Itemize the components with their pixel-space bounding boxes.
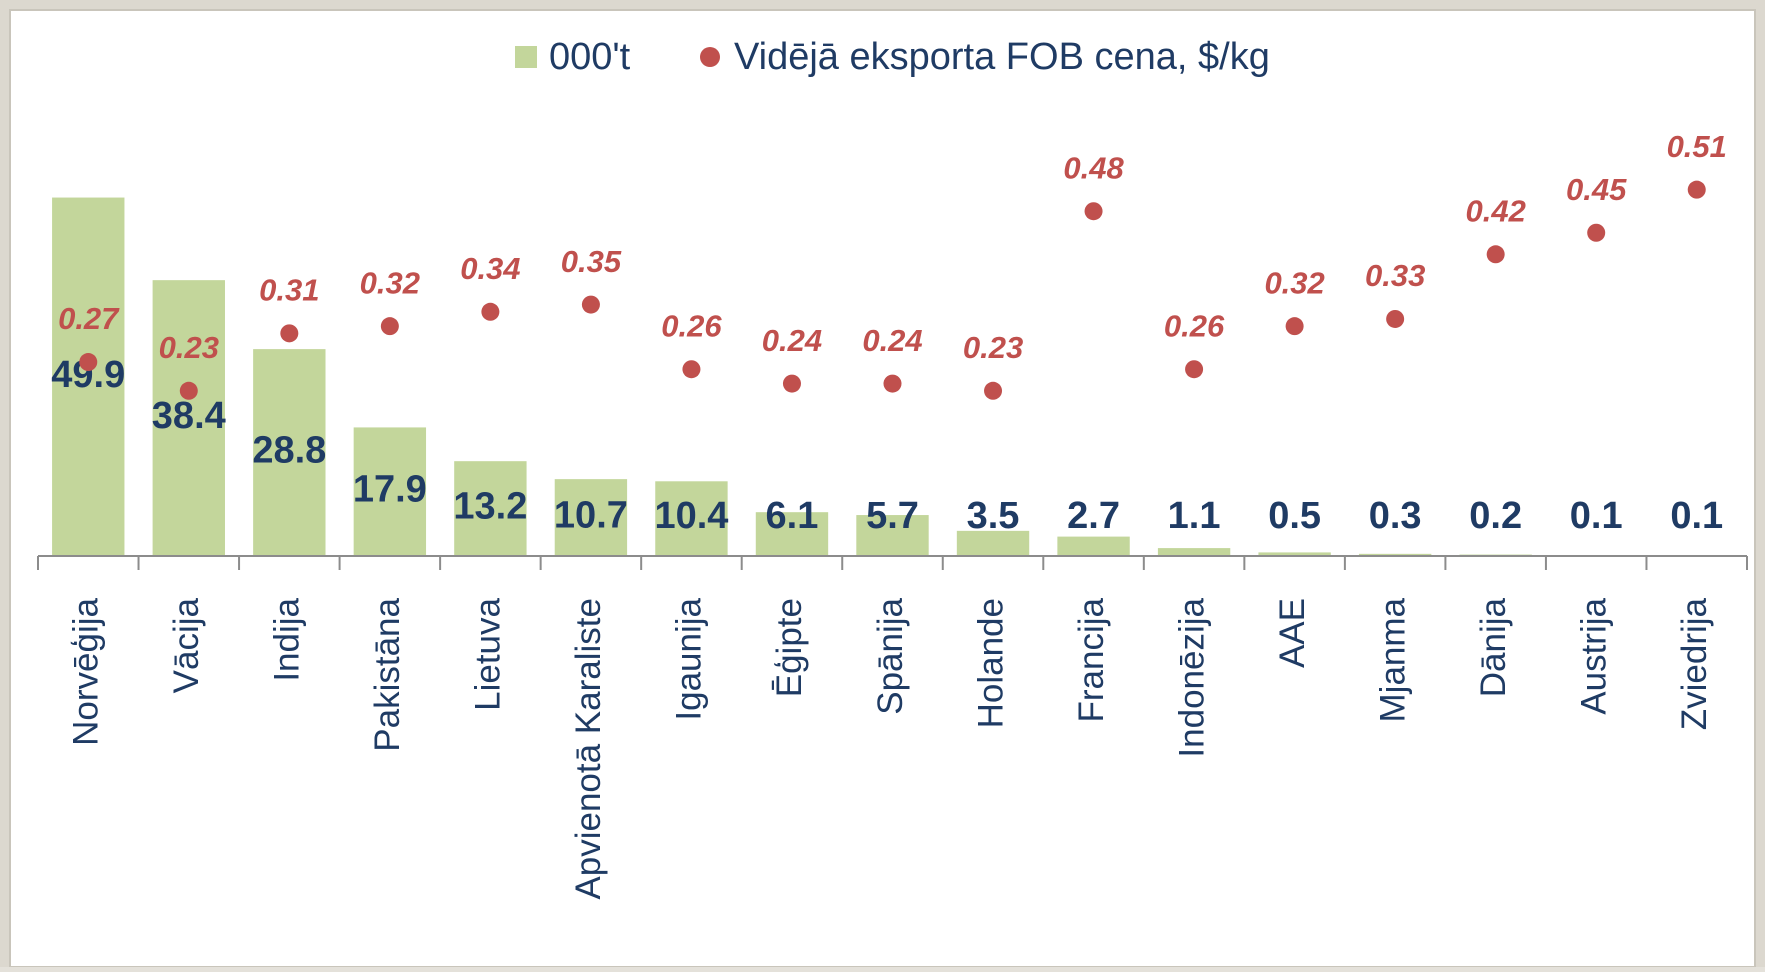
bar-value-label: 0.1	[1570, 495, 1623, 537]
price-dot	[179, 381, 198, 400]
price-value-label: 0.34	[460, 251, 520, 286]
bar-value-label: 0.2	[1469, 495, 1522, 537]
x-tick-label: Holande	[971, 598, 1010, 728]
x-tick-label: Apvienotā Karaliste	[569, 598, 608, 900]
bar-value-label: 10.7	[554, 495, 628, 537]
price-dot	[1687, 180, 1706, 199]
bar-value-label: 38.4	[152, 395, 226, 437]
legend-swatch	[515, 46, 537, 68]
price-dot	[1285, 317, 1304, 336]
x-tick-label: Zviedrija	[1675, 597, 1714, 730]
bar-value-label: 28.8	[252, 430, 326, 472]
bar	[253, 349, 326, 556]
x-tick-label: Igaunija	[670, 597, 709, 720]
bar	[1258, 552, 1331, 556]
price-dot	[682, 360, 701, 379]
price-value-label: 0.27	[58, 301, 120, 336]
price-value-label: 0.51	[1667, 129, 1727, 164]
price-value-label: 0.35	[561, 244, 622, 279]
price-dot	[1486, 245, 1505, 264]
bar-value-label: 17.9	[353, 469, 427, 511]
x-tick-label: Austrija	[1574, 597, 1613, 714]
price-dot	[1386, 309, 1405, 328]
price-dot	[782, 374, 801, 393]
x-tick-label: Ēģipte	[770, 598, 809, 697]
price-dot	[481, 302, 500, 321]
bar	[655, 481, 728, 556]
price-value-label: 0.33	[1365, 258, 1425, 293]
price-value-label: 0.24	[862, 323, 922, 358]
bar	[52, 197, 125, 556]
price-value-label: 0.32	[1264, 265, 1324, 300]
legend-label: 000't	[549, 36, 631, 78]
x-tick-label: Lietuva	[469, 597, 508, 710]
x-tick-label: Indonēzija	[1172, 597, 1211, 757]
x-tick-label: Vācija	[167, 597, 206, 693]
bar	[1057, 536, 1130, 556]
bar-value-label: 2.7	[1067, 495, 1120, 537]
price-value-label: 0.23	[963, 330, 1023, 365]
price-value-label: 0.32	[360, 265, 420, 300]
bar	[152, 280, 225, 556]
bar-value-label: 0.1	[1670, 495, 1723, 537]
bar	[856, 515, 929, 556]
x-tick-label: Pakistāna	[368, 597, 407, 751]
price-dot	[1587, 223, 1606, 242]
price-dot	[1084, 202, 1103, 221]
price-dot	[984, 381, 1003, 400]
price-dot	[380, 317, 399, 336]
bar-value-label: 6.1	[766, 495, 819, 537]
legend-swatch	[700, 47, 720, 67]
x-tick-label: Mjanma	[1373, 597, 1412, 722]
price-value-label: 0.24	[762, 323, 822, 358]
bar-value-label: 5.7	[866, 495, 919, 537]
price-value-label: 0.48	[1063, 150, 1124, 185]
bar	[1358, 553, 1432, 556]
x-tick-label: Spānija	[871, 597, 910, 714]
bar	[1157, 548, 1231, 556]
price-value-label: 0.23	[159, 330, 219, 365]
price-dot	[883, 374, 902, 393]
bar-value-label: 0.5	[1268, 495, 1321, 537]
legend-label: Vidējā eksporta FOB cena, $/kg	[734, 36, 1270, 78]
x-tick-label: AAE	[1273, 598, 1312, 668]
bar-value-label: 3.5	[967, 495, 1020, 537]
price-value-label: 0.42	[1466, 193, 1526, 228]
bar	[454, 461, 527, 556]
price-dot	[79, 353, 98, 372]
price-value-label: 0.45	[1566, 172, 1627, 207]
price-dot	[280, 324, 299, 343]
bar	[554, 479, 628, 556]
x-tick-label: Dānija	[1474, 597, 1513, 697]
price-dot	[581, 295, 600, 314]
price-value-label: 0.26	[661, 308, 722, 343]
x-tick-label: Indija	[268, 597, 307, 681]
bar-value-label: 1.1	[1168, 495, 1221, 537]
price-value-label: 0.31	[259, 273, 319, 308]
price-value-label: 0.26	[1164, 308, 1225, 343]
bar	[956, 530, 1030, 556]
bar	[353, 427, 427, 556]
price-dot	[1185, 360, 1204, 379]
bar-value-label: 13.2	[453, 486, 527, 528]
bar-value-label: 10.4	[654, 495, 728, 537]
bar-value-label: 0.3	[1369, 495, 1422, 537]
bar	[755, 512, 829, 556]
x-tick-label: Francija	[1072, 597, 1111, 722]
x-tick-label: Norvēģija	[67, 597, 106, 745]
